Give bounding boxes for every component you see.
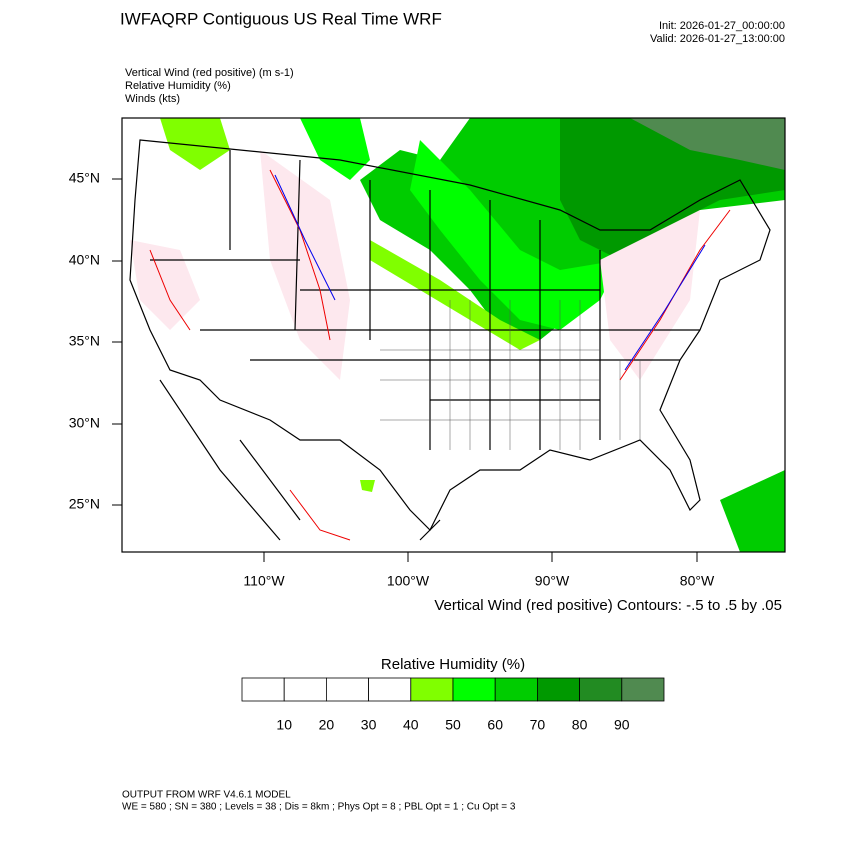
title: IWFAQRP Contiguous US Real Time WRF xyxy=(120,9,442,28)
humidity-shading xyxy=(130,118,785,552)
colorbar-box xyxy=(325,677,369,702)
lat-label: 35°N xyxy=(69,333,100,349)
colorbar-label: 60 xyxy=(487,717,503,733)
valid-time: Valid: 2026-01-27_13:00:00 xyxy=(650,33,785,45)
colorbar-box xyxy=(621,677,665,702)
contour-note: Vertical Wind (red positive) Contours: -… xyxy=(434,597,782,614)
colorbar-box xyxy=(368,677,412,702)
lon-label: 80°W xyxy=(680,573,715,589)
colorbar-box xyxy=(494,677,538,702)
vertical-wind-contours xyxy=(149,169,731,541)
map xyxy=(121,117,786,553)
boundaries xyxy=(129,139,771,541)
lon-label: 90°W xyxy=(535,573,570,589)
init-time: Init: 2026-01-27_00:00:00 xyxy=(659,20,785,32)
lat-label: 30°N xyxy=(69,415,100,431)
field-label: Winds (kts) xyxy=(125,93,180,105)
colorbar-label: 70 xyxy=(530,717,546,733)
colorbar-label: 20 xyxy=(319,717,335,733)
colorbar-label: 40 xyxy=(403,717,419,733)
lat-label: 45°N xyxy=(69,170,100,186)
colorbar-box xyxy=(283,677,327,702)
map-frame xyxy=(121,117,786,553)
colorbar-label: 90 xyxy=(614,717,630,733)
lon-label: 100°W xyxy=(387,573,430,589)
colorbar-box xyxy=(537,677,581,702)
lat-label: 25°N xyxy=(69,496,100,512)
lat-label: 40°N xyxy=(69,252,100,268)
colorbar-label: 10 xyxy=(276,717,292,733)
lon-label: 110°W xyxy=(243,573,285,589)
field-label: Relative Humidity (%) xyxy=(125,80,231,92)
colorbar-box xyxy=(410,677,454,702)
colorbar-title: Relative Humidity (%) xyxy=(381,656,525,673)
colorbar-label: 50 xyxy=(445,717,461,733)
footer-line: WE = 580 ; SN = 380 ; Levels = 38 ; Dis … xyxy=(122,802,516,813)
footer-line: OUTPUT FROM WRF V4.6.1 MODEL xyxy=(122,790,291,801)
counties xyxy=(380,300,641,450)
colorbar-box xyxy=(579,677,623,702)
colorbar-label: 80 xyxy=(572,717,588,733)
field-label: Vertical Wind (red positive) (m s-1) xyxy=(125,67,294,79)
colorbar-box xyxy=(452,677,496,702)
colorbar-label: 30 xyxy=(361,717,377,733)
colorbar-box xyxy=(241,677,285,702)
